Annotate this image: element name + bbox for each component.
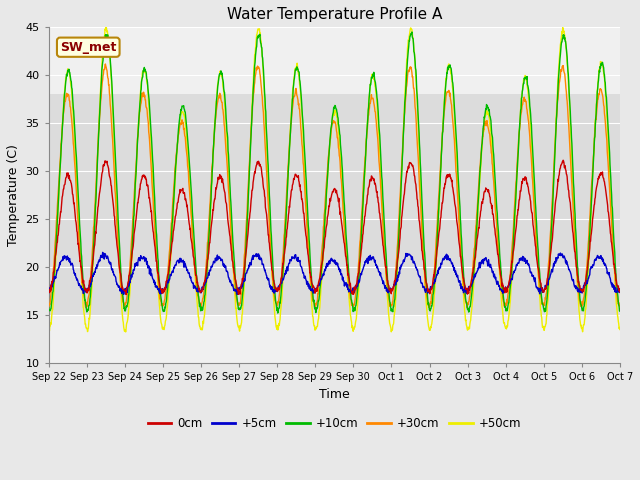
Title: Water Temperature Profile A: Water Temperature Profile A <box>227 7 442 22</box>
Legend: 0cm, +5cm, +10cm, +30cm, +50cm: 0cm, +5cm, +10cm, +30cm, +50cm <box>143 413 525 435</box>
Y-axis label: Temperature (C): Temperature (C) <box>7 144 20 246</box>
Bar <box>49 95 620 315</box>
X-axis label: Time: Time <box>319 388 349 401</box>
Text: SW_met: SW_met <box>60 41 116 54</box>
